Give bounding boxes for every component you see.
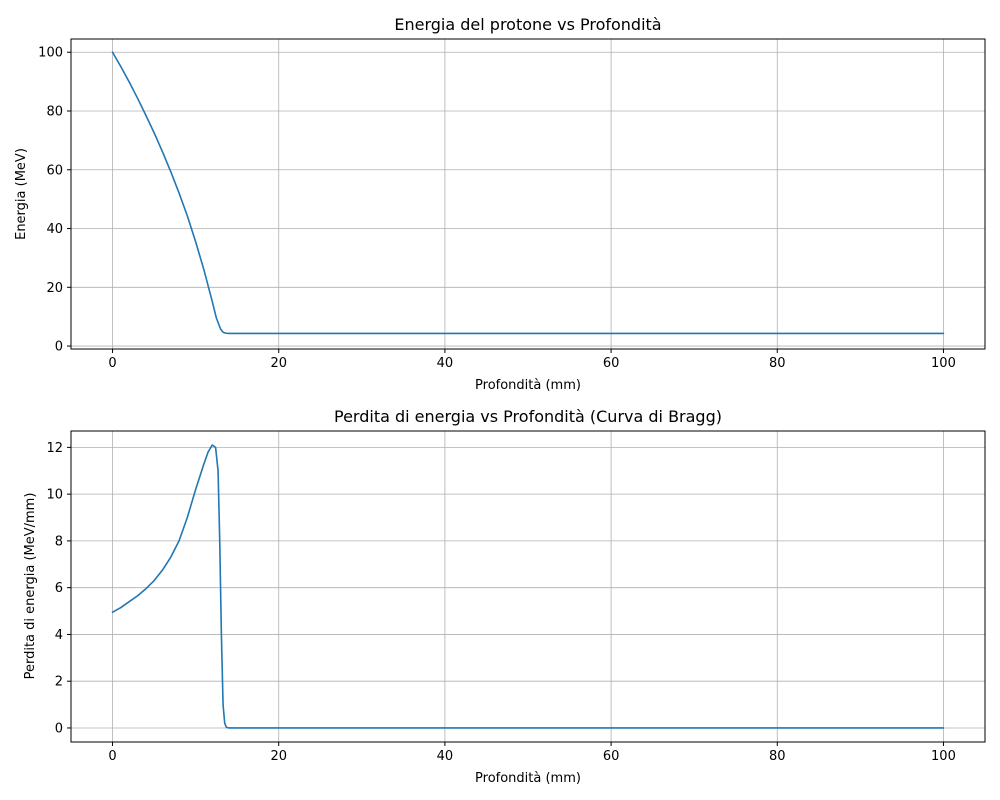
y-tick-label: 40 xyxy=(46,222,63,237)
y-tick-label: 2 xyxy=(55,675,63,690)
y-tick-label: 60 xyxy=(46,163,63,178)
plot-frame xyxy=(70,38,986,350)
series-layer xyxy=(111,51,945,335)
grid xyxy=(71,39,985,349)
y-tick-label: 12 xyxy=(46,441,63,456)
y-tick-label: 80 xyxy=(46,104,63,119)
y-tick-label: 0 xyxy=(55,721,63,736)
chart-title: Perdita di energia vs Profondità (Curva … xyxy=(334,407,722,426)
y-tick-label: 100 xyxy=(38,46,63,61)
x-tick-label: 60 xyxy=(603,749,620,764)
plot-frame xyxy=(70,430,986,743)
x-axis-label: Profondità (mm) xyxy=(475,378,581,393)
ticks: 0 20 40 60 80 100 0 20 40 60 80 100 xyxy=(38,46,956,371)
x-tick-label: 0 xyxy=(108,356,116,371)
grid xyxy=(71,431,985,742)
series-layer xyxy=(111,444,945,729)
bragg-curve-chart: Perdita di energia vs Profondità (Curva … xyxy=(23,407,986,786)
x-tick-label: 20 xyxy=(270,749,287,764)
x-axis-label: Profondità (mm) xyxy=(475,771,581,786)
series-line xyxy=(111,444,945,729)
y-axis-label: Perdita di energia (MeV/mm) xyxy=(23,493,38,680)
series-line xyxy=(111,51,945,335)
x-tick-label: 80 xyxy=(769,356,786,371)
x-tick-label: 100 xyxy=(931,749,956,764)
x-tick-label: 80 xyxy=(769,749,786,764)
y-tick-label: 20 xyxy=(46,281,63,296)
chart-title: Energia del protone vs Profondità xyxy=(394,15,661,34)
ticks: 0 20 40 60 80 100 0 2 4 6 8 10 12 xyxy=(46,441,955,764)
x-tick-label: 0 xyxy=(108,749,116,764)
energy-depth-chart: Energia del protone vs Profondità Profon… xyxy=(14,15,986,393)
y-tick-label: 8 xyxy=(55,534,63,549)
x-tick-label: 40 xyxy=(437,356,454,371)
y-tick-label: 10 xyxy=(46,488,63,503)
y-axis-label: Energia (MeV) xyxy=(14,148,29,240)
y-tick-label: 6 xyxy=(55,581,63,596)
x-tick-label: 100 xyxy=(931,356,956,371)
y-tick-label: 4 xyxy=(55,628,63,643)
x-tick-label: 40 xyxy=(437,749,454,764)
x-tick-label: 60 xyxy=(603,356,620,371)
x-tick-label: 20 xyxy=(270,356,287,371)
y-tick-label: 0 xyxy=(55,340,63,355)
